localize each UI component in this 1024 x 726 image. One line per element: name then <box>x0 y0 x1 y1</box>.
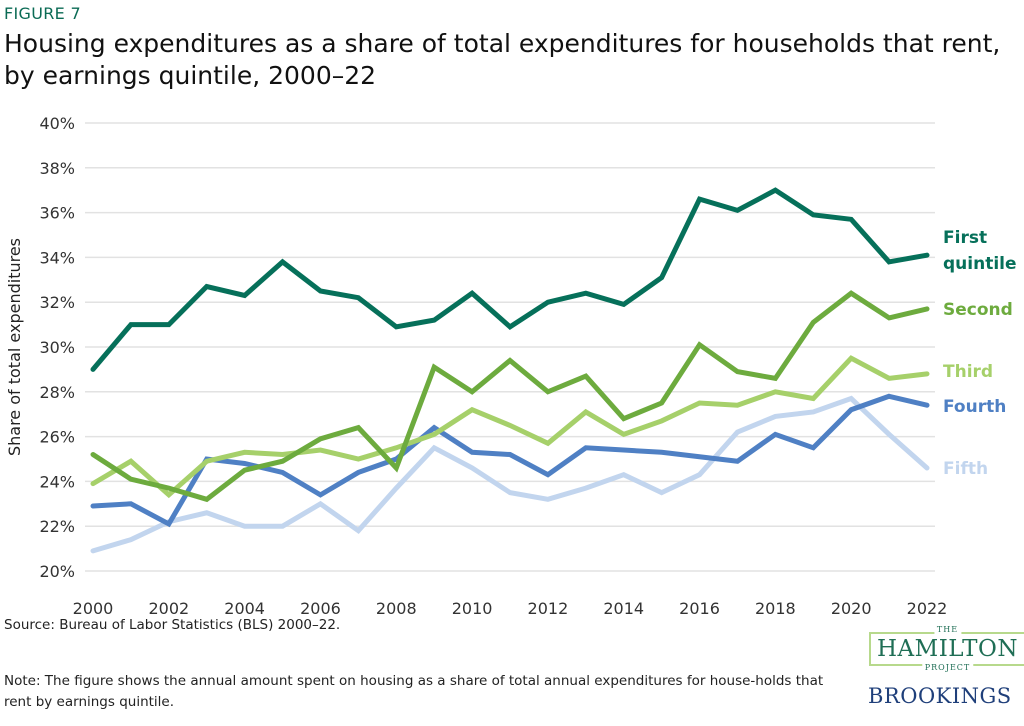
x-tick-label: 2008 <box>376 599 417 618</box>
figure-label: FIGURE 7 <box>4 4 81 23</box>
series-lines <box>90 187 930 554</box>
y-axis-label: Share of total expenditures <box>5 238 24 456</box>
figure-note: Note: The figure shows the annual amount… <box>4 673 824 710</box>
hamilton-project-logo: THE HAMILTON PROJECT <box>869 625 1024 672</box>
series-label: First <box>943 228 987 248</box>
gridlines <box>85 122 935 572</box>
logo-text-hamilton: HAMILTON <box>876 636 1019 662</box>
y-axis-ticks: 20% 22% 24% 26% 28% 30% 32% 34% 36% 38% 40% <box>39 114 75 581</box>
series-labels: First quintile Second Third Fourth Fifth <box>943 228 1017 479</box>
x-tick-label: 2000 <box>73 599 114 618</box>
source-note: Source: Bureau of Labor Statistics (BLS)… <box>4 617 341 633</box>
series-label: quintile <box>943 254 1017 274</box>
y-tick-label: 32% <box>39 293 75 312</box>
x-tick-label: 2012 <box>528 599 569 618</box>
series-label: Fourth <box>943 397 1006 417</box>
brookings-logo: BROOKINGS <box>868 684 1012 708</box>
series-label: Second <box>943 300 1013 320</box>
x-tick-label: 2004 <box>224 599 265 618</box>
y-tick-label: 38% <box>39 159 75 178</box>
y-tick-label: 34% <box>39 248 75 267</box>
series-label: Fifth <box>943 459 988 479</box>
x-tick-label: 2014 <box>603 599 644 618</box>
series-line-5 <box>90 395 930 554</box>
logo-text-project: PROJECT <box>921 663 974 672</box>
x-tick-label: 2020 <box>831 599 872 618</box>
x-tick-label: 2022 <box>907 599 948 618</box>
y-tick-label: 40% <box>39 114 75 133</box>
y-tick-label: 30% <box>39 338 75 357</box>
x-axis-ticks: 2000 2002 2004 2006 2008 2010 2012 2014 2016 2018… <box>73 599 948 618</box>
y-tick-label: 22% <box>39 517 75 536</box>
line-chart: 20%22%24%26%28%30%32%34%36%38%40% 2000 20… <box>5 114 1017 618</box>
y-tick-label: 20% <box>39 562 75 581</box>
y-tick-label: 36% <box>39 204 75 223</box>
x-tick-label: 2016 <box>679 599 720 618</box>
series-line-3 <box>90 355 930 499</box>
y-tick-label: 26% <box>39 428 75 447</box>
x-tick-label: 2002 <box>148 599 189 618</box>
y-tick-label: 28% <box>39 383 75 402</box>
y-tick-label: 24% <box>39 472 75 491</box>
series-line-2 <box>90 290 930 503</box>
series-line-1 <box>90 187 930 372</box>
x-tick-label: 2006 <box>300 599 341 618</box>
x-tick-label: 2018 <box>755 599 796 618</box>
x-tick-label: 2010 <box>452 599 493 618</box>
series-line-4 <box>90 393 930 528</box>
chart-title: Housing expenditures as a share of total… <box>4 29 1001 90</box>
series-label: Third <box>943 362 993 382</box>
logo-text-the: THE <box>933 625 962 634</box>
